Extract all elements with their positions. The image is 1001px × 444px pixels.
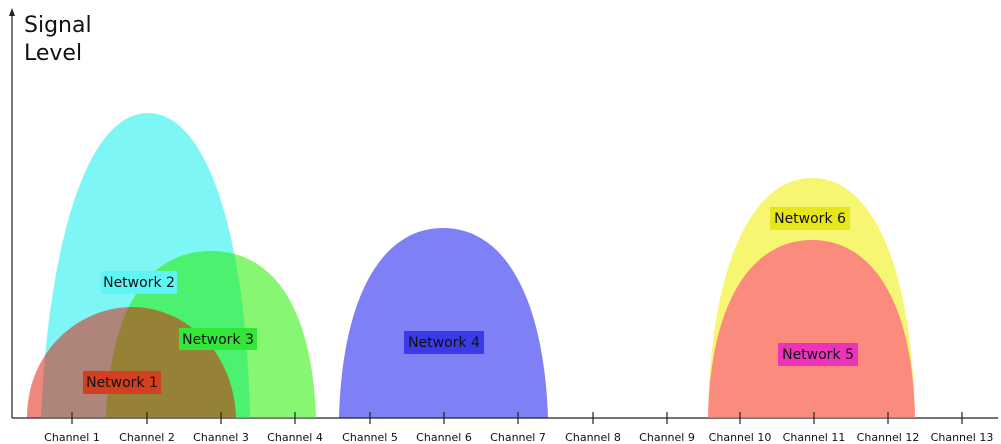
channel-1-label: Channel 1 — [44, 431, 100, 444]
network-6-label-bg — [770, 207, 850, 230]
network-2-label-bg — [101, 271, 177, 294]
channel-13-label: Channel 13 — [931, 431, 994, 444]
network-2-label: Network 2 — [101, 271, 177, 294]
channel-3-label: Channel 3 — [193, 431, 249, 444]
channel-7-label: Channel 7 — [490, 431, 546, 444]
network-1-label-text: Network 1 — [86, 375, 158, 391]
channel-4-label: Channel 4 — [267, 431, 323, 444]
network-4-label-bg — [404, 331, 484, 354]
y-axis-label-line2: Level — [24, 41, 83, 66]
network-6-label-text: Network 6 — [774, 211, 846, 227]
network-5-shape — [708, 240, 915, 418]
network-1-label-bg — [83, 371, 161, 394]
network-3-label-text: Network 3 — [182, 332, 254, 348]
network-4-label: Network 4 — [404, 331, 484, 354]
network-4-label-text: Network 4 — [408, 335, 480, 351]
network-6-label: Network 6 — [770, 207, 850, 230]
channel-8-label: Channel 8 — [565, 431, 621, 444]
channel-2-label: Channel 2 — [119, 431, 175, 444]
y-axis-label: Signal Level — [24, 12, 92, 68]
y-axis-label-line1: Signal — [24, 13, 92, 38]
network-2-label-text: Network 2 — [103, 275, 175, 291]
network-3-label: Network 3 — [179, 328, 257, 350]
network-1-label: Network 1 — [83, 371, 161, 394]
channel-11-label: Channel 11 — [783, 431, 846, 444]
network-5-label-text: Network 5 — [782, 347, 854, 363]
channel-5-label: Channel 5 — [342, 431, 398, 444]
channel-9-label: Channel 9 — [639, 431, 695, 444]
network-5-label: Network 5 — [778, 343, 858, 366]
network-4-shape — [339, 228, 548, 418]
channel-10-label: Channel 10 — [709, 431, 772, 444]
network-3-label-bg — [179, 328, 257, 350]
channel-6-label: Channel 6 — [416, 431, 472, 444]
network-5-label-bg — [778, 343, 858, 366]
y-axis-arrow — [9, 8, 15, 16]
channel-12-label: Channel 12 — [857, 431, 920, 444]
